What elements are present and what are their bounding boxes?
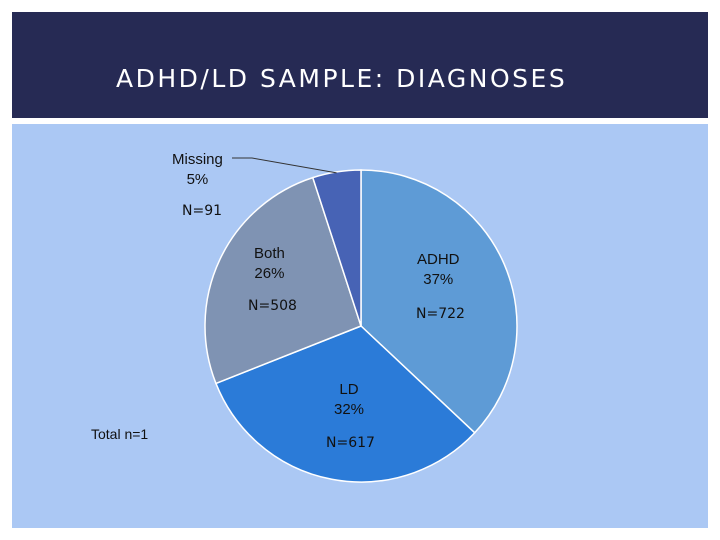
total-annotation: Total n=1 <box>91 426 149 442</box>
category-label: LD <box>339 381 359 398</box>
slice-label-missing: Missing 5% <box>172 150 223 190</box>
value-label: 37% <box>423 271 454 288</box>
slice-label-adhd: ADHD 37% <box>417 250 460 290</box>
chart-area: Missing 5% N=91 Both 26% N=508 ADHD 37% … <box>12 124 708 528</box>
category-label: Missing <box>172 151 223 168</box>
slice-missing <box>311 169 362 327</box>
count-label-adhd: N=722 <box>416 306 465 322</box>
missing-leader-line <box>232 157 337 174</box>
pie-chart <box>204 157 518 483</box>
count-label-both: N=508 <box>248 298 297 314</box>
slice-adhd <box>360 169 518 434</box>
value-label: 32% <box>334 401 365 418</box>
slice-label-both: Both 26% <box>254 244 285 284</box>
count-label-ld: N=617 <box>326 435 375 451</box>
page-title: ADHD/LD SAMPLE: DIAGNOSES <box>116 64 568 93</box>
category-label: ADHD <box>417 251 460 268</box>
slice-ld <box>214 325 476 483</box>
slice-both <box>204 176 362 385</box>
title-bar: ADHD/LD SAMPLE: DIAGNOSES <box>12 12 708 118</box>
category-label: Both <box>254 245 285 262</box>
slice-label-ld: LD 32% <box>334 380 364 420</box>
count-label-missing: N=91 <box>182 203 223 219</box>
value-label: 5% <box>186 171 209 188</box>
value-label: 26% <box>254 265 285 282</box>
